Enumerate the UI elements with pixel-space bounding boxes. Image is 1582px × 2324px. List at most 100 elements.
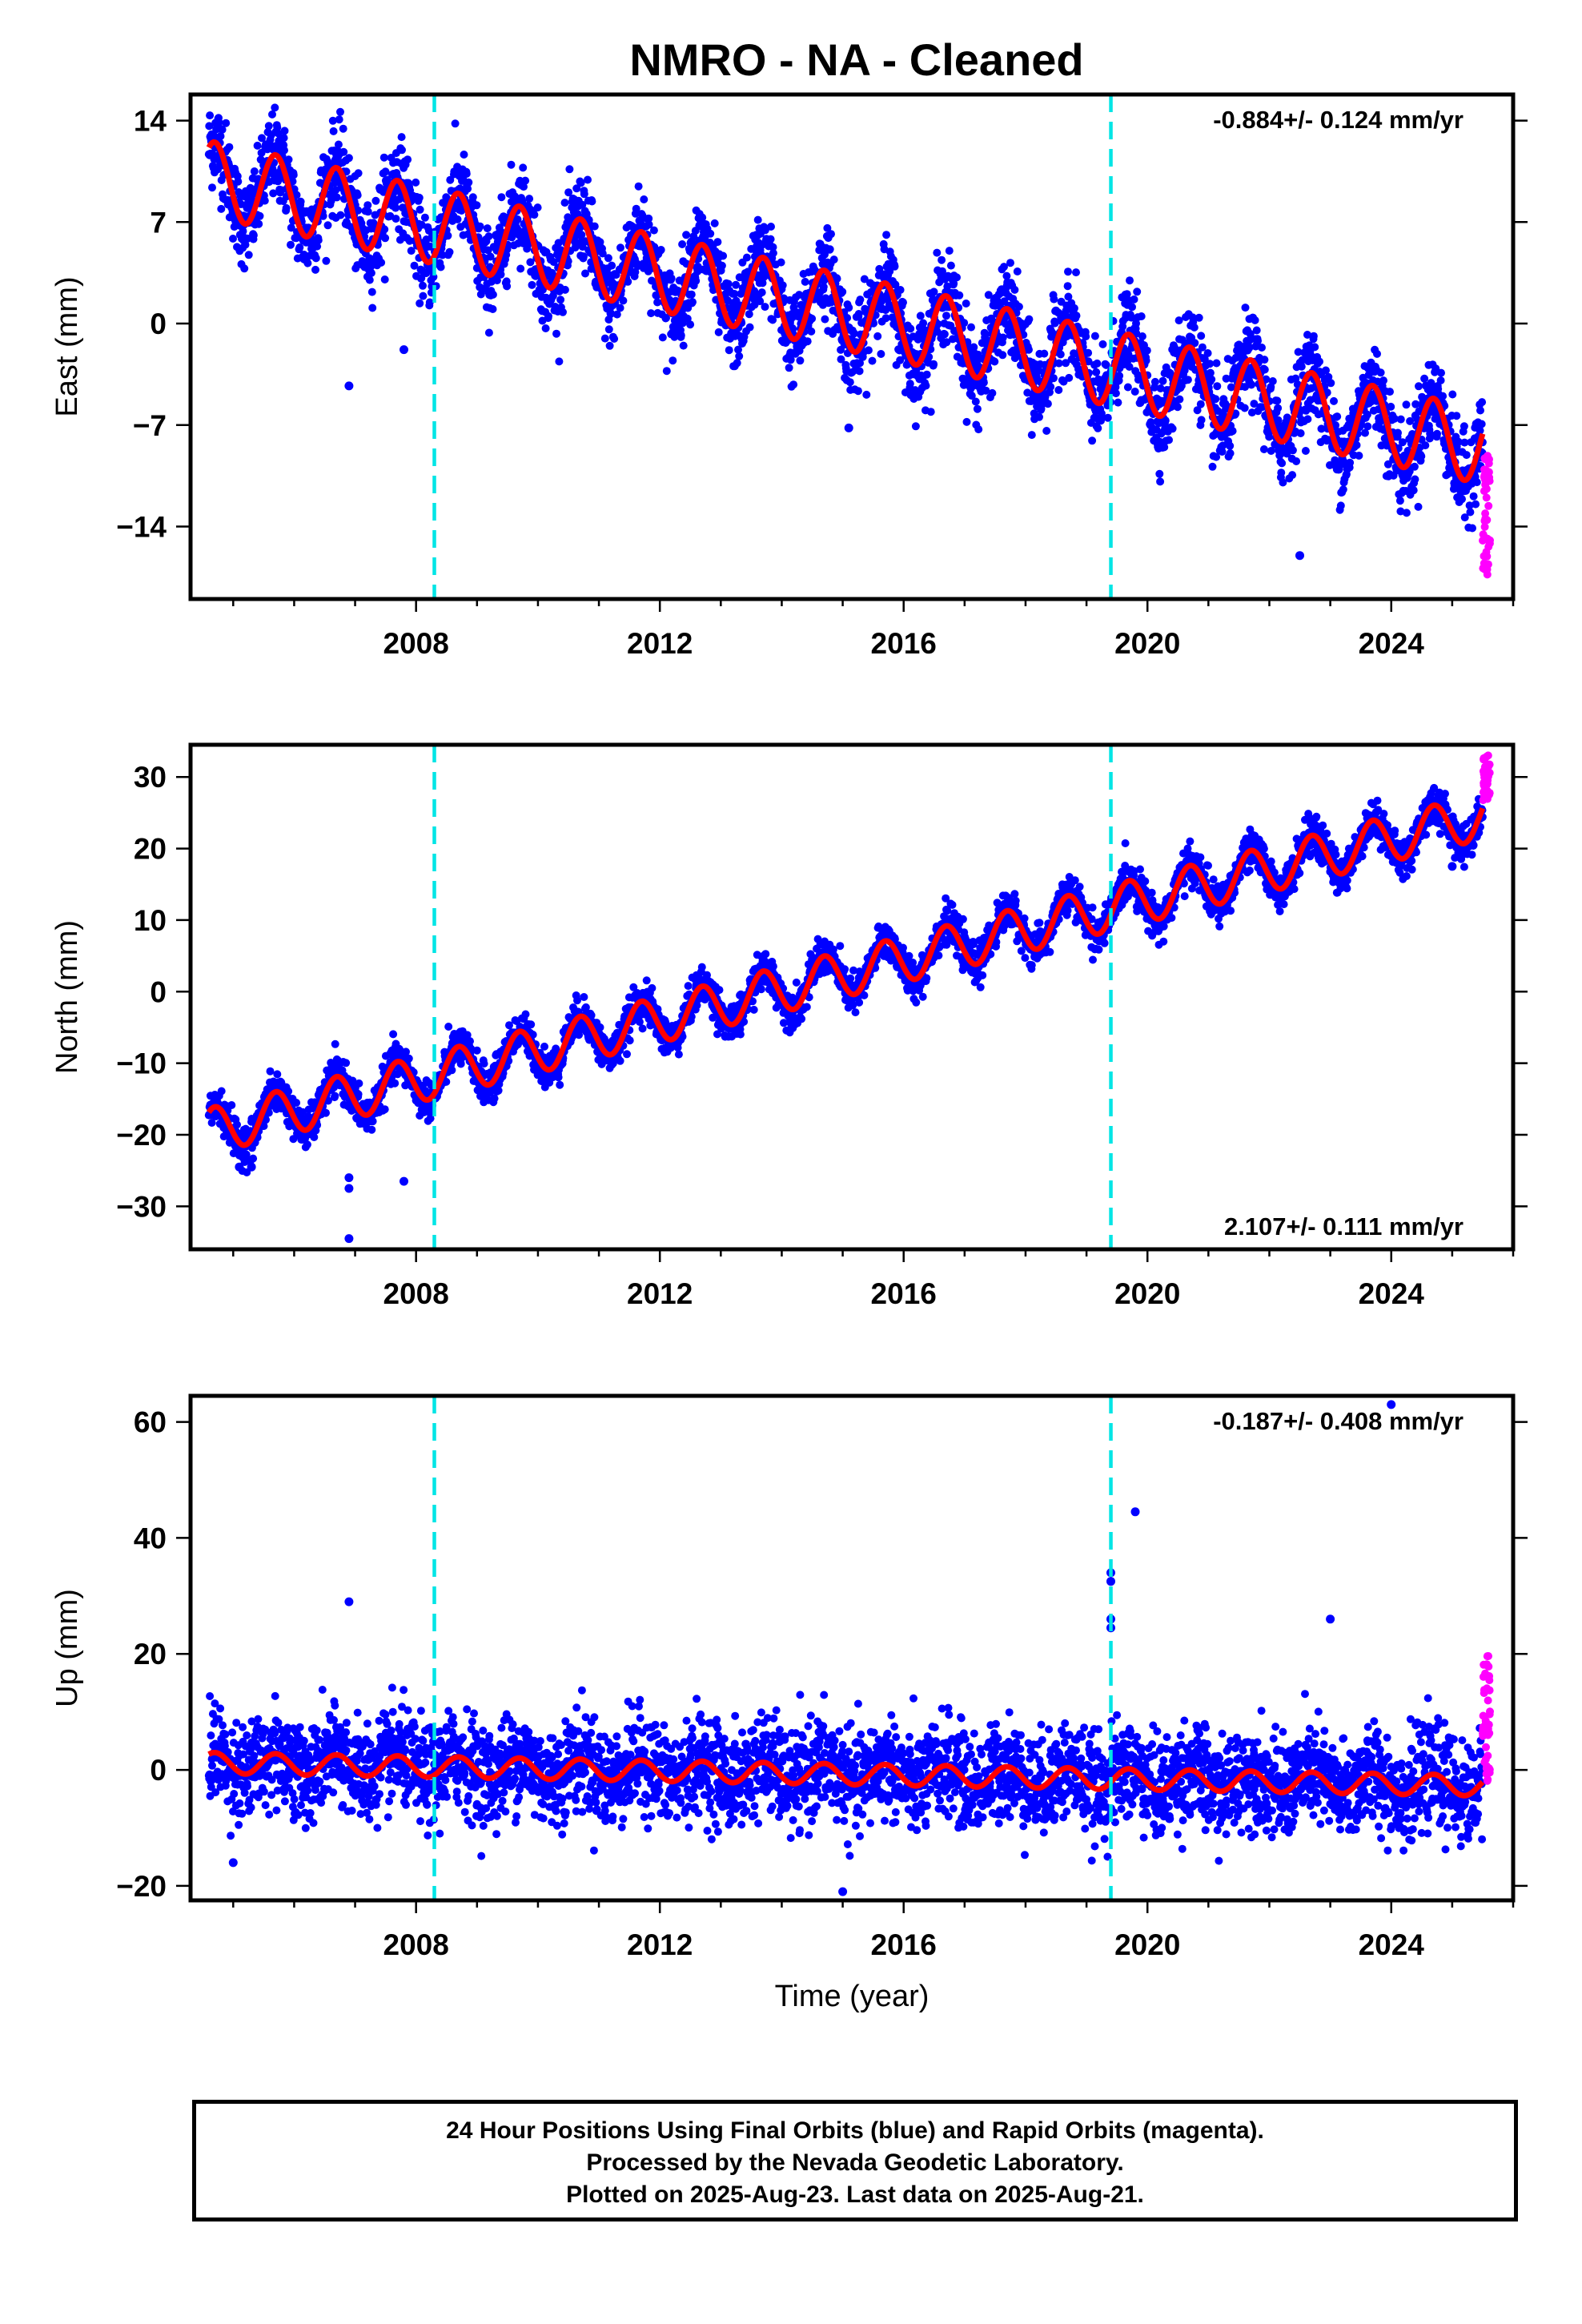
east-point — [732, 280, 741, 289]
east-point — [339, 147, 348, 156]
east-point — [1288, 471, 1297, 480]
east-outlier-point — [344, 381, 354, 391]
east-point — [916, 312, 925, 320]
east-point — [353, 191, 362, 199]
east-point — [1454, 437, 1463, 446]
east-point — [1191, 339, 1199, 348]
east-point — [1322, 366, 1330, 375]
east-point — [1056, 350, 1065, 359]
north-point — [331, 1092, 339, 1100]
east-point — [838, 287, 847, 296]
east-point — [950, 279, 958, 287]
east-point — [295, 243, 304, 251]
east-point — [616, 243, 624, 252]
east-point — [229, 235, 237, 243]
north-point — [284, 1087, 293, 1096]
east-point — [1027, 431, 1036, 440]
east-point — [1130, 388, 1139, 396]
east-point — [769, 249, 777, 257]
east-point — [1241, 304, 1250, 312]
east-point — [1115, 372, 1124, 380]
east-point — [1183, 376, 1192, 384]
east-point — [578, 200, 587, 209]
east-point — [1226, 449, 1235, 457]
east-point — [533, 203, 542, 212]
east-point — [244, 251, 253, 259]
east-point — [1250, 400, 1259, 408]
east-point — [834, 325, 843, 334]
east-point — [1094, 424, 1102, 432]
east-rapid-point — [1480, 475, 1489, 484]
east-point — [573, 210, 582, 219]
east-point — [1127, 313, 1136, 322]
east-point — [528, 280, 536, 289]
east-point — [476, 222, 484, 231]
east-point — [733, 359, 741, 368]
east-point — [476, 290, 485, 299]
east-point — [988, 388, 997, 397]
east-point — [649, 226, 658, 235]
east-point — [1142, 346, 1151, 355]
east-point — [864, 346, 873, 355]
east-point — [322, 256, 331, 265]
east-point — [1265, 432, 1274, 441]
east-y-tick-label: 14 — [134, 105, 167, 138]
east-point — [1376, 368, 1385, 377]
east-point — [1258, 403, 1267, 412]
east-point — [624, 277, 632, 286]
east-point — [853, 387, 862, 396]
east-x-tick-label: 2020 — [1114, 627, 1180, 660]
east-point — [979, 378, 988, 387]
east-point — [742, 253, 751, 262]
east-point — [767, 223, 775, 231]
east-point — [368, 304, 377, 312]
east-point — [1478, 398, 1487, 407]
east-point — [1168, 424, 1177, 433]
east-point — [264, 122, 273, 131]
east-point — [380, 225, 389, 234]
east-point — [1247, 408, 1256, 417]
east-point — [998, 333, 1007, 342]
east-point — [1241, 383, 1250, 392]
east-point — [284, 155, 293, 164]
east-point — [734, 345, 742, 354]
east-point — [724, 279, 733, 288]
east-point — [379, 153, 388, 162]
north-data-points — [204, 751, 1494, 1244]
east-point — [1278, 459, 1287, 468]
east-point — [938, 267, 946, 275]
east-point — [953, 273, 961, 282]
east-rapid-point — [1480, 522, 1489, 531]
east-point — [885, 267, 894, 275]
east-point — [484, 328, 493, 337]
east-point — [1460, 513, 1469, 522]
east-point — [344, 154, 353, 163]
east-point — [1064, 267, 1072, 276]
east-point — [990, 357, 999, 366]
east-point — [1212, 452, 1221, 461]
east-point — [678, 240, 687, 248]
east-point — [1387, 402, 1395, 411]
east-point — [796, 356, 805, 365]
north-point — [540, 1042, 548, 1051]
east-point — [1088, 436, 1097, 445]
east-y-tick-label: −14 — [116, 510, 167, 543]
east-point — [911, 422, 920, 431]
east-x-tick-label: 2024 — [1359, 627, 1425, 660]
east-point — [1122, 290, 1131, 299]
east-point — [1283, 449, 1291, 458]
north-point — [367, 1125, 376, 1134]
east-point — [222, 119, 231, 127]
east-point — [1212, 359, 1221, 368]
east-point — [604, 325, 613, 334]
east-point — [598, 249, 607, 258]
east-point — [632, 204, 640, 213]
east-point — [1043, 400, 1052, 408]
east-point — [777, 258, 785, 267]
east-point — [1193, 406, 1202, 415]
east-point — [1013, 267, 1022, 275]
east-point — [1296, 429, 1305, 437]
east-point — [313, 242, 322, 251]
north-point — [380, 1105, 389, 1114]
east-point — [833, 275, 841, 283]
